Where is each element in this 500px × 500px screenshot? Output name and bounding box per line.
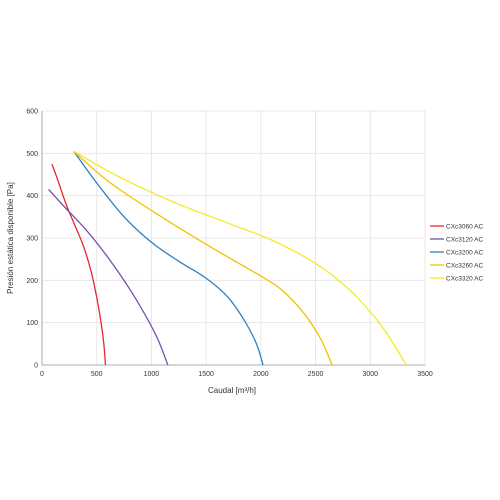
series-line-3 — [73, 150, 264, 366]
legend: CXc3060 AC CXc3120 AC CXc3200 AC CXc3260 AC… — [430, 223, 484, 282]
series-line-2 — [48, 188, 169, 366]
x-tick-label: 3000 — [362, 371, 378, 378]
legend-label: CXc3120 AC — [446, 236, 484, 243]
axes — [41, 111, 425, 366]
y-tick-label: 300 — [26, 236, 38, 243]
grid — [41, 110, 426, 366]
x-tick-label: 3500 — [417, 371, 433, 378]
y-tick-label: 200 — [26, 278, 38, 285]
legend-label: CXc3320 AC — [446, 275, 484, 282]
series-line-5 — [73, 150, 407, 366]
x-tick-label: 2000 — [253, 371, 269, 378]
y-tick-label: 500 — [26, 151, 38, 158]
series-line-4 — [73, 150, 333, 366]
y-tick-label: 400 — [26, 193, 38, 200]
x-axis-title: Caudal [m³/h] — [208, 386, 256, 395]
series-line-1 — [51, 163, 107, 366]
legend-label: CXc3200 AC — [446, 249, 484, 256]
y-axis-title: Presión estática disponible [Pa] — [6, 182, 15, 294]
series-lines — [48, 150, 407, 366]
x-tick-label: 2500 — [308, 371, 324, 378]
tick-labels: 0 100 200 300 400 500 600 0 500 1000 1500 2000 2500 3… — [26, 109, 433, 379]
legend-label: CXc3260 AC — [446, 262, 484, 269]
y-tick-label: 0 — [34, 363, 38, 370]
y-tick-label: 100 — [26, 320, 38, 327]
legend-label: CXc3060 AC — [446, 223, 484, 230]
y-tick-label: 600 — [26, 109, 38, 116]
x-tick-label: 1500 — [198, 371, 214, 378]
x-tick-label: 0 — [40, 371, 44, 378]
x-tick-label: 500 — [91, 371, 103, 378]
x-tick-label: 1000 — [144, 371, 160, 378]
